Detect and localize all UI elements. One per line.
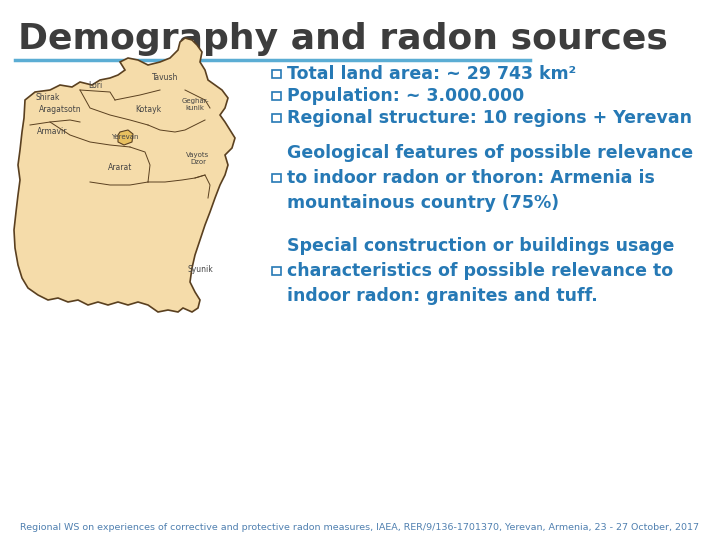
Text: Vayots
Dzor: Vayots Dzor <box>186 152 210 165</box>
Bar <box>272 173 281 182</box>
Text: Syunik: Syunik <box>187 266 213 274</box>
Bar <box>272 91 281 100</box>
Text: Total land area: ~ 29 743 km²: Total land area: ~ 29 743 km² <box>287 65 576 83</box>
Text: Ararat: Ararat <box>108 164 132 172</box>
Text: Regional WS on experiences of corrective and protective radon measures, IAEA, RE: Regional WS on experiences of corrective… <box>20 523 700 532</box>
Bar <box>272 113 281 122</box>
Bar <box>272 70 281 78</box>
Text: Geological features of possible relevance
to indoor radon or thoron: Armenia is
: Geological features of possible relevanc… <box>287 144 693 212</box>
Text: Demography and radon sources: Demography and radon sources <box>18 22 668 56</box>
Text: Regional structure: 10 regions + Yerevan: Regional structure: 10 regions + Yerevan <box>287 109 692 127</box>
Text: Yerevan: Yerevan <box>112 134 139 140</box>
Text: Armavir: Armavir <box>37 127 67 137</box>
Polygon shape <box>118 130 133 145</box>
Text: Geghar-
kunik: Geghar- kunik <box>181 98 209 111</box>
Text: Kotayk: Kotayk <box>135 105 161 114</box>
Text: Tavush: Tavush <box>152 72 178 82</box>
Text: Lori: Lori <box>88 80 102 90</box>
Text: Aragatsotn: Aragatsotn <box>39 105 81 114</box>
Text: Special construction or buildings usage
characteristics of possible relevance to: Special construction or buildings usage … <box>287 237 675 305</box>
Bar <box>272 267 281 275</box>
Polygon shape <box>14 38 235 312</box>
Text: Shirak: Shirak <box>36 92 60 102</box>
Text: Population: ~ 3.000.000: Population: ~ 3.000.000 <box>287 87 524 105</box>
